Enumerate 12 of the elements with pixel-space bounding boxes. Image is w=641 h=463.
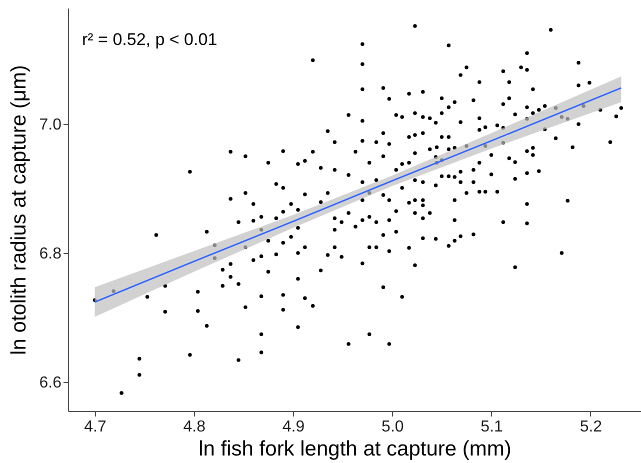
- x-tick-label: 5.2: [580, 418, 602, 436]
- x-tick-label: 5.0: [382, 418, 404, 436]
- y-tick-label: 6.8: [39, 246, 62, 263]
- y-axis-title: ln otolith radius at capture (μm): [7, 65, 30, 355]
- x-tick-label: 5.1: [480, 418, 504, 436]
- x-axis-title: ln fish fork length at capture (mm): [198, 438, 512, 460]
- x-tick-label: 4.7: [84, 418, 106, 436]
- annotation: r² = 0.52, p < 0.01: [82, 30, 218, 49]
- y-tick-label: 6.6: [39, 374, 62, 392]
- y-tick-label: 7.0: [39, 116, 62, 134]
- x-tick-label: 4.8: [183, 418, 206, 436]
- x-tick-label: 4.9: [282, 418, 305, 436]
